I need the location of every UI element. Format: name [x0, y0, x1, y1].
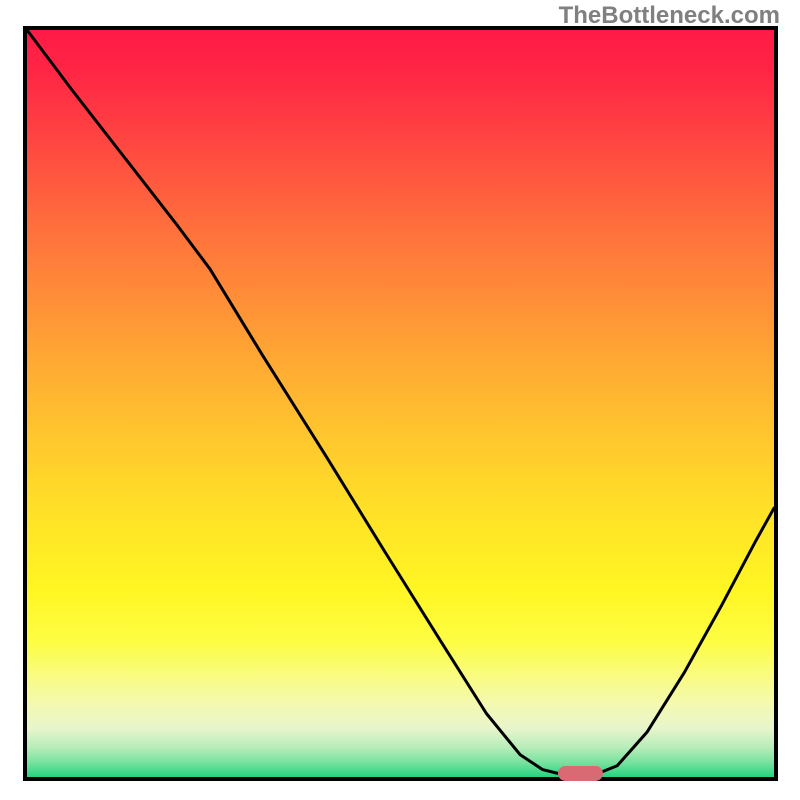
curve-layer	[27, 30, 774, 777]
plot-area	[23, 26, 778, 781]
optimum-marker	[558, 766, 602, 781]
chart-container: TheBottleneck.com	[0, 0, 800, 800]
curve-path	[27, 30, 774, 773]
